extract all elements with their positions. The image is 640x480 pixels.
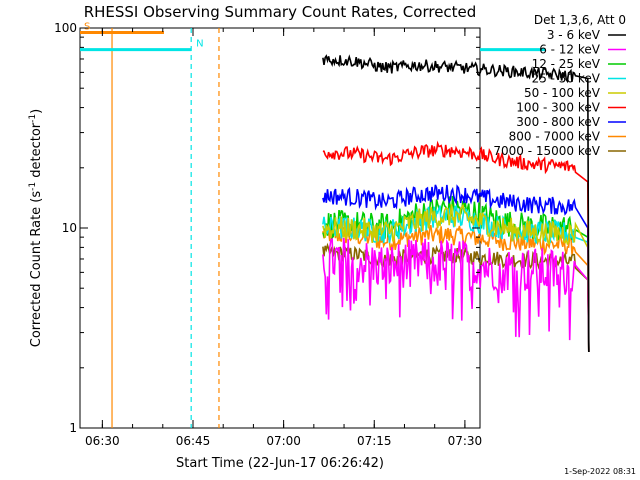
y-axis-label-group: Corrected Count Rate (s-1 detector-1) <box>28 109 44 347</box>
footer-stamp: 1-Sep-2022 08:31 <box>564 467 636 476</box>
series-line-50-100-keV <box>322 203 590 353</box>
y-label-main: Corrected Count Rate (s <box>29 191 44 348</box>
flag-label-S: S <box>84 21 90 32</box>
legend-label-3: 25 - 50 keV <box>532 72 601 86</box>
y-label-sup2: -1 <box>28 114 38 123</box>
x-tick-label: 06:30 <box>85 434 120 448</box>
legend-label-0: 3 - 6 keV <box>547 28 601 42</box>
y-axis-label: Corrected Count Rate (s-1 detector-1) <box>28 109 44 347</box>
legend-label-4: 50 - 100 keV <box>524 86 601 100</box>
legend-label-1: 6 - 12 keV <box>539 43 601 57</box>
series-line-6-12-keV <box>322 237 590 353</box>
legend-label-5: 100 - 300 keV <box>516 101 600 115</box>
x-tick-label: 07:30 <box>448 434 483 448</box>
series-line-100-300-keV <box>322 140 590 353</box>
y-label-mid: detector <box>29 122 44 182</box>
y-tick-label: 10 <box>62 221 77 235</box>
y-label-end: ) <box>29 109 44 114</box>
legend-label-8: 7000 - 15000 keV <box>493 144 600 158</box>
legend-label-2: 12 - 25 keV <box>532 57 601 71</box>
x-tick-label: 07:00 <box>266 434 301 448</box>
y-tick-label: 100 <box>54 21 77 35</box>
series-layer <box>322 54 590 353</box>
flag-layer: SN <box>80 21 546 428</box>
legend-title: Det 1,3,6, Att 0 <box>534 13 626 27</box>
series-line-3-6-keV <box>322 54 590 353</box>
legend-label-7: 800 - 7000 keV <box>509 130 601 144</box>
x-tick-label: 07:15 <box>357 434 392 448</box>
y-tick-label: 1 <box>69 421 77 435</box>
y-label-sup: -1 <box>28 182 38 191</box>
x-axis-label: Start Time (22-Jun-17 06:26:42) <box>176 456 384 471</box>
axis-layer: 1 10 100 06:30 06:45 07:00 07:15 07:30 <box>54 21 482 448</box>
series-line-300-800-keV <box>322 184 590 353</box>
legend-label-6: 300 - 800 keV <box>516 115 600 129</box>
chart-title: RHESSI Observing Summary Count Rates, Co… <box>84 3 477 21</box>
flag-label-N: N <box>196 39 203 50</box>
x-tick-label: 06:45 <box>176 434 211 448</box>
